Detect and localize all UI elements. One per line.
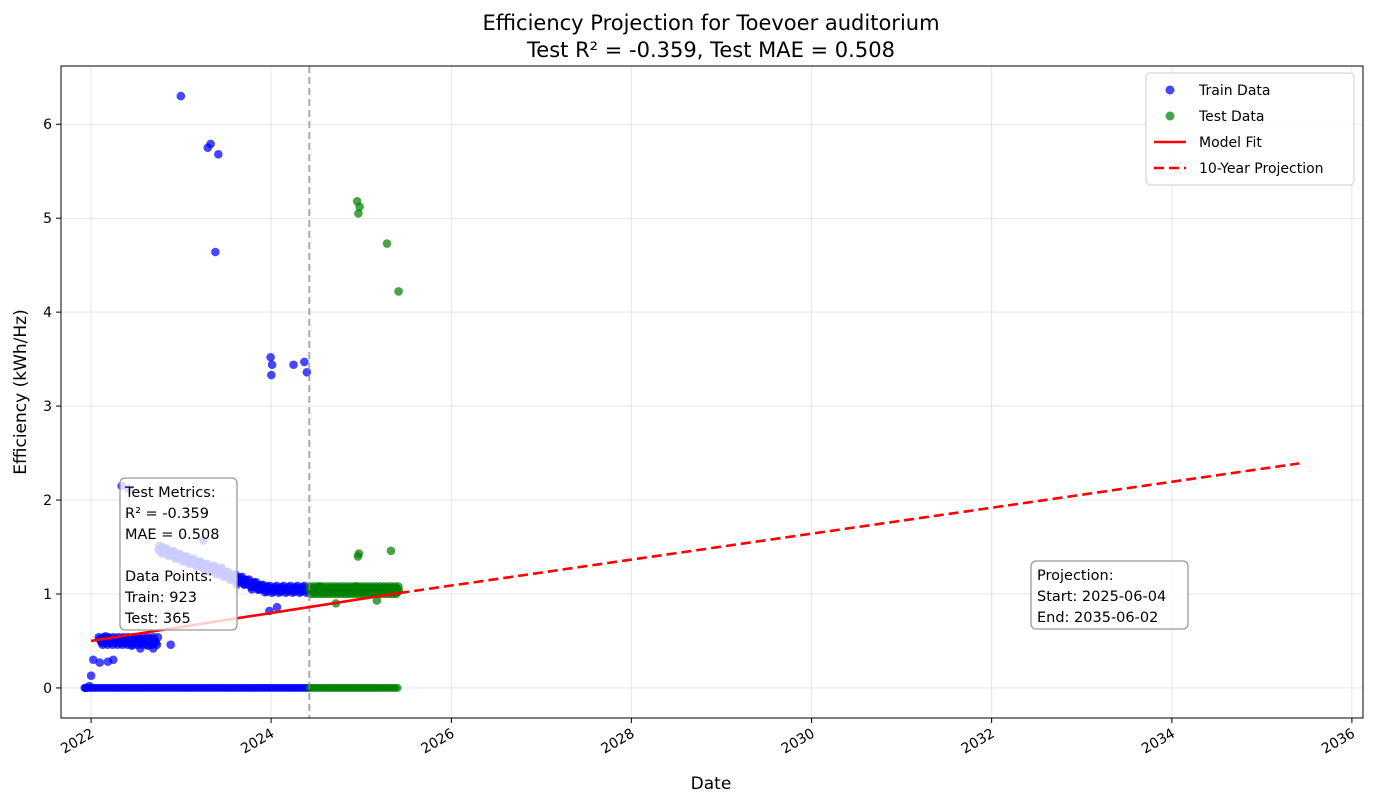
- data-point: [394, 287, 403, 296]
- data-point: [152, 640, 162, 650]
- chart-title: Efficiency Projection for Toevoer audito…: [482, 11, 939, 35]
- y-tick-label: 6: [43, 117, 52, 133]
- y-tick-label: 0: [43, 681, 52, 697]
- annotation-line: Projection:: [1037, 568, 1114, 584]
- metrics-annotation-box: Test Metrics: R² = -0.359 MAE = 0.508 Data …: [119, 477, 238, 631]
- legend-label: Model Fit: [1199, 135, 1262, 151]
- x-tick-label: 2028: [598, 726, 637, 758]
- data-point: [372, 596, 382, 605]
- metrics-box-frame: [119, 477, 238, 631]
- x-tick-label: 2022: [58, 726, 97, 758]
- model-fit-line: [90, 591, 400, 643]
- test-cluster: [305, 582, 404, 599]
- annotation-line: MAE = 0.508: [125, 527, 219, 543]
- legend: Train Data Test Data Model Fit 10-Year Proj…: [1145, 72, 1355, 186]
- series-1: [305, 196, 403, 692]
- data-point: [386, 546, 396, 556]
- data-point: [166, 640, 176, 650]
- data-point: [300, 357, 309, 367]
- data-point: [214, 150, 223, 159]
- y-tick-label: 1: [43, 587, 52, 603]
- plot-frame: [60, 65, 1364, 719]
- projection-annotation-box: Projection: Start: 2025-06-04 End: 2035-06…: [1030, 560, 1189, 630]
- data-point: [355, 202, 364, 212]
- data-point: [108, 655, 118, 665]
- legend-label: 10-Year Projection: [1199, 161, 1324, 177]
- data-point: [211, 247, 220, 257]
- data-point: [354, 209, 363, 218]
- x-tick-label: 2036: [1319, 726, 1358, 758]
- data-point: [86, 671, 96, 681]
- data-point: [153, 632, 163, 642]
- x-tick-label: 2032: [959, 726, 998, 758]
- x-tick-label: 2024: [238, 726, 277, 758]
- legend-marker: [1165, 111, 1175, 121]
- data-point: [354, 549, 364, 558]
- annotation-line: Test Metrics:: [124, 485, 216, 501]
- data-point: [95, 658, 105, 667]
- legend-frame: [1145, 72, 1355, 186]
- legend-label: Test Data: [1198, 109, 1264, 125]
- trend-lines: [90, 66, 1300, 718]
- annotation-line: Train: 923: [124, 590, 197, 606]
- x-axis-label: Date: [691, 774, 732, 794]
- y-axis-label: Efficiency (kWh/Hz): [11, 309, 31, 474]
- data-point: [289, 360, 298, 370]
- y-tick-label: 5: [43, 211, 52, 227]
- x-tick-label: 2026: [418, 726, 457, 758]
- axis-ticks: 0 1 2 3 4 5 6 2022 2024 2026 2028 2030 2032 2034 2036: [43, 117, 1358, 757]
- y-tick-label: 3: [43, 399, 52, 415]
- data-point: [176, 91, 186, 101]
- data-point: [382, 239, 392, 248]
- x-tick-label: 2030: [779, 726, 818, 758]
- data-point: [267, 370, 276, 380]
- data-point: [89, 655, 98, 665]
- data-point: [266, 352, 275, 362]
- annotation-line: Data Points:: [125, 569, 213, 585]
- y-tick-label: 2: [43, 493, 52, 509]
- legend-marker: [1165, 85, 1175, 95]
- data-point: [85, 681, 94, 691]
- annotation-line: End: 2035-06-02: [1037, 610, 1158, 626]
- annotation-line: Test: 365: [124, 611, 191, 627]
- projection-line: [399, 462, 1300, 595]
- y-tick-label: 4: [43, 305, 52, 321]
- data-point: [272, 602, 282, 612]
- data-point: [206, 139, 215, 149]
- data-point: [267, 360, 277, 370]
- x-tick-label: 2034: [1139, 726, 1178, 758]
- projection-box-frame: [1030, 560, 1189, 630]
- legend-label: Train Data: [1198, 83, 1270, 99]
- annotation-line: Start: 2025-06-04: [1037, 589, 1166, 605]
- annotation-line: R² = -0.359: [125, 506, 209, 522]
- chart-subtitle: Test R² = -0.359, Test MAE = 0.508: [526, 38, 895, 62]
- data-point: [393, 683, 402, 692]
